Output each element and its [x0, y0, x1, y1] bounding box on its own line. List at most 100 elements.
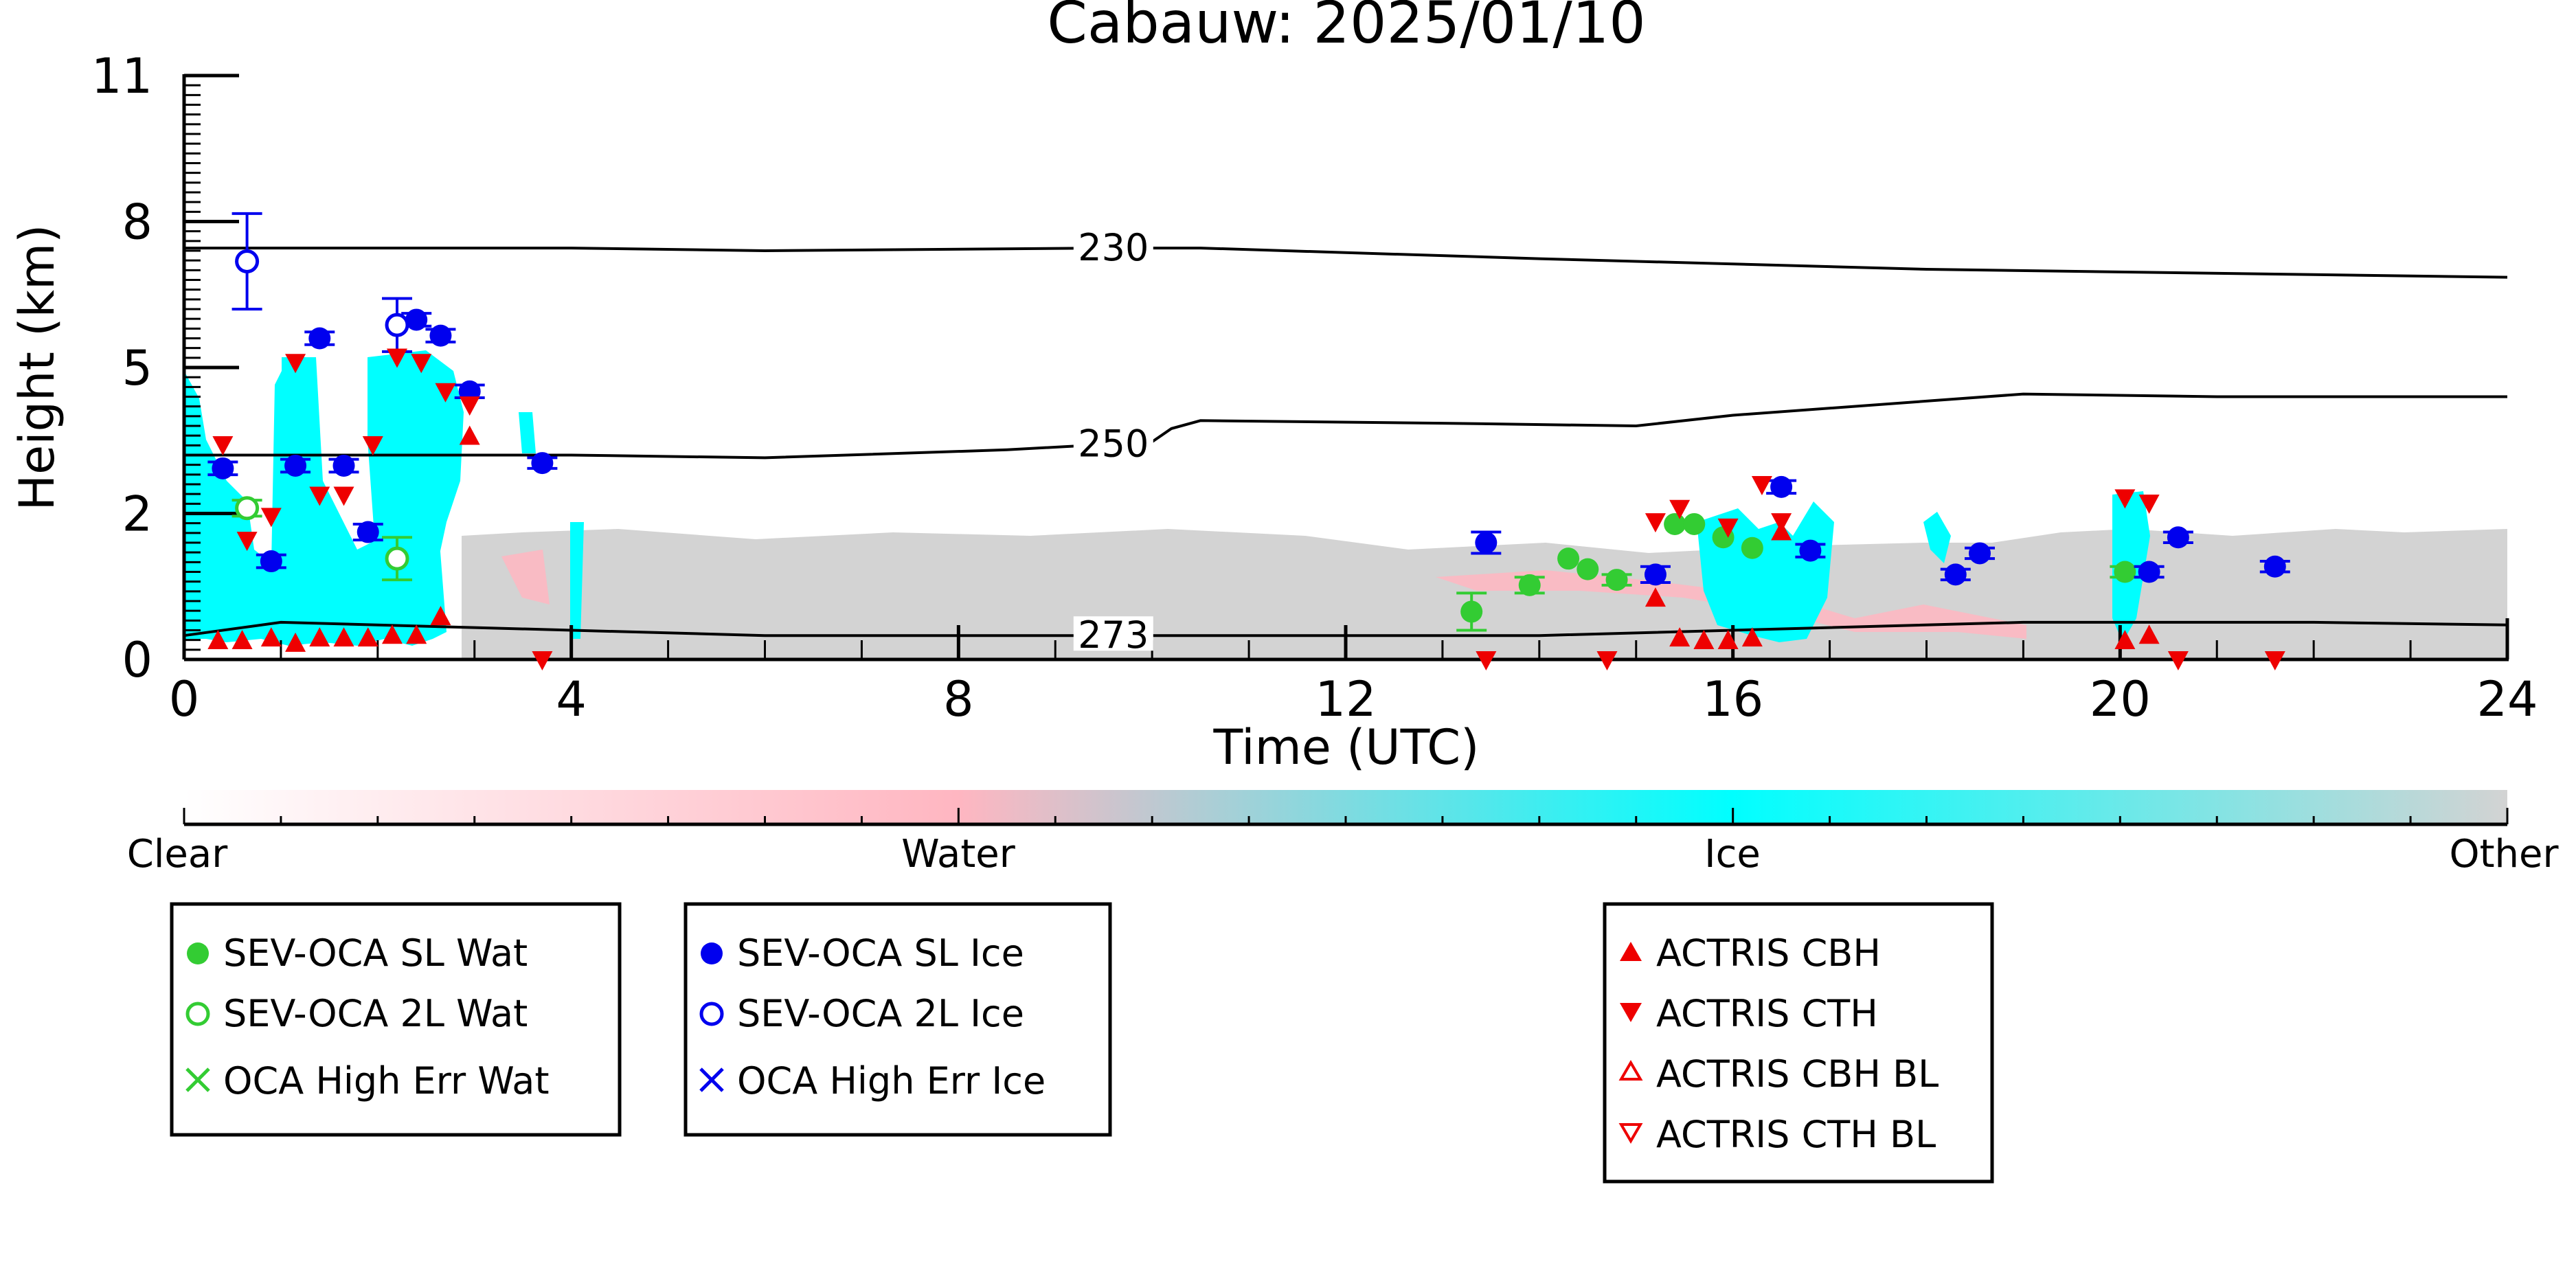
legend-2l-ice-label: SEV-OCA 2L Ice — [737, 992, 1024, 1035]
legend-cbh-bl-symbol — [1618, 1060, 1643, 1081]
actris-cbh-point — [2138, 624, 2160, 644]
legend-water: SEV-OCA SL Wat SEV-OCA 2L Wat OCA High E… — [170, 902, 622, 1137]
legend-cth-bl-label: ACTRIS CTH BL — [1656, 1113, 1936, 1156]
y-tick-label: 2 — [122, 486, 152, 543]
actris-cth-point — [2264, 651, 2285, 670]
actris-cbh-point — [406, 624, 427, 644]
sev-oca-sl-ice-point — [429, 324, 452, 347]
legend-high-err-wat-symbol — [185, 1067, 210, 1092]
sev-oca-sl-ice-point — [1475, 532, 1498, 554]
sev-oca-sl-wat-point — [1664, 512, 1686, 535]
sev-oca-sl-wat-point — [1605, 569, 1628, 591]
isotherm-label-bg — [1073, 616, 1153, 651]
actris-cbh-point — [1741, 627, 1763, 647]
tick-labels: 0 4 8 12 16 20 24 0 2 5 8 11 — [91, 48, 2538, 727]
actris-cth-point — [387, 348, 408, 368]
sev-oca-sl-ice-point — [332, 454, 355, 477]
sev-oca-sl-ice-point — [284, 454, 307, 477]
y-tick-label: 0 — [122, 632, 152, 688]
legend-sl-wat-symbol — [187, 942, 209, 964]
ice-cloud-region-4 — [519, 412, 536, 453]
legend-2l-ice-symbol — [699, 1002, 724, 1026]
sev-oca-2l-wat-point — [235, 496, 260, 521]
legend-2l-wat-label: SEV-OCA 2L Wat — [223, 992, 528, 1035]
legend-high-err-ice-symbol — [699, 1067, 724, 1092]
ice-cloud-region-8 — [1923, 512, 1951, 563]
sev-oca-sl-ice-point — [1644, 563, 1667, 586]
isotherm-label: 250 — [1078, 422, 1149, 465]
actris-cbh-point — [1693, 629, 1715, 649]
sev-oca-sl-wat-point — [1460, 600, 1483, 623]
actris-cth-point — [1669, 499, 1691, 519]
legend-actris: ACTRIS CBH ACTRIS CTH ACTRIS CBH BL ACTR… — [1603, 902, 1994, 1184]
sev-oca-sl-wat-point — [1557, 547, 1580, 570]
actris-cth-point — [1596, 651, 1618, 670]
legend-cbh-label: ACTRIS CBH — [1656, 931, 1881, 975]
actris-cth-point — [532, 651, 553, 670]
isotherm-250 — [184, 392, 2507, 460]
legend-high-err-ice-label: OCA High Err Ice — [737, 1059, 1046, 1103]
ice-cloud-region-6 — [1697, 501, 1834, 642]
colorbar-label-clear: Clear — [127, 832, 228, 877]
legend-sl-ice-symbol — [701, 942, 723, 964]
actris-cbh-point — [430, 606, 451, 626]
x-tick-label: 20 — [2090, 671, 2151, 727]
colorbar: Clear Water Ice Other — [127, 790, 2559, 877]
legend-cth-bl-symbol — [1618, 1123, 1643, 1144]
sev-oca-sl-ice-point — [531, 452, 554, 475]
actris-cth-point — [1476, 651, 1497, 670]
data-markers — [207, 212, 2290, 670]
actris-cth-point — [333, 486, 354, 506]
legend-water-frame — [170, 902, 622, 1137]
actris-cth-point — [435, 383, 456, 403]
isotherm-230 — [184, 247, 2508, 279]
sev-oca-2l-ice-point — [235, 249, 260, 273]
x-tick-label: 24 — [2476, 671, 2538, 727]
actris-cbh-point — [1669, 627, 1691, 647]
sev-oca-sl-wat-point — [2114, 561, 2136, 583]
x-tick-label: 8 — [943, 671, 974, 727]
x-axis-label: Time (UTC) — [1213, 719, 1480, 776]
actris-cth-point — [2167, 651, 2189, 670]
y-tick-label: 11 — [91, 48, 152, 104]
sev-oca-sl-wat-point — [1577, 558, 1599, 580]
isotherm-lines: 230 250 273 — [183, 226, 2508, 657]
y-tick-label: 8 — [122, 194, 152, 251]
legend-sl-ice-label: SEV-OCA SL Ice — [737, 931, 1024, 975]
actris-cth-point — [236, 532, 258, 552]
x-tick-label: 4 — [556, 671, 587, 727]
y-tick-label: 5 — [122, 340, 152, 396]
ice-cloud-region-5 — [570, 522, 584, 639]
sev-oca-sl-wat-point — [1683, 512, 1706, 535]
sev-oca-sl-ice-point — [2167, 526, 2189, 549]
actris-cbh-point — [309, 627, 330, 647]
sev-oca-sl-wat-point — [1741, 536, 1763, 559]
isotherm-label: 273 — [1078, 613, 1149, 657]
sev-oca-sl-ice-point — [1944, 563, 1967, 586]
legend-actris-frame — [1603, 902, 1994, 1184]
legend-ice-frame — [683, 902, 1112, 1137]
actris-cth-point — [1717, 518, 1739, 538]
chart-title: Cabauw: 2025/01/10 — [1047, 0, 1645, 56]
actris-cbh-point — [381, 624, 403, 644]
colorbar-label-ice: Ice — [1704, 832, 1761, 877]
y-minor-ticks — [184, 74, 239, 662]
actris-cbh-point — [260, 627, 282, 647]
actris-cth-point — [1645, 513, 1666, 533]
sev-oca-sl-ice-point — [357, 521, 379, 543]
actris-cth-point — [212, 436, 234, 456]
sev-oca-sl-ice-point — [2138, 561, 2160, 583]
actris-cbh-point — [285, 632, 306, 652]
legend-high-err-wat-label: OCA High Err Wat — [223, 1059, 550, 1103]
actris-cth-point — [1771, 513, 1792, 533]
sev-oca-sl-wat-point — [1518, 574, 1541, 596]
actris-cbh-point — [207, 629, 229, 649]
x-tick-label: 12 — [1315, 671, 1376, 727]
actris-cbh-point — [459, 425, 480, 445]
actris-cth-point — [362, 436, 383, 456]
actris-cbh-point — [1717, 629, 1739, 649]
actris-cbh-point — [333, 627, 354, 647]
colorbar-label-other: Other — [2449, 832, 2559, 877]
water-cloud-region-2 — [501, 550, 550, 605]
